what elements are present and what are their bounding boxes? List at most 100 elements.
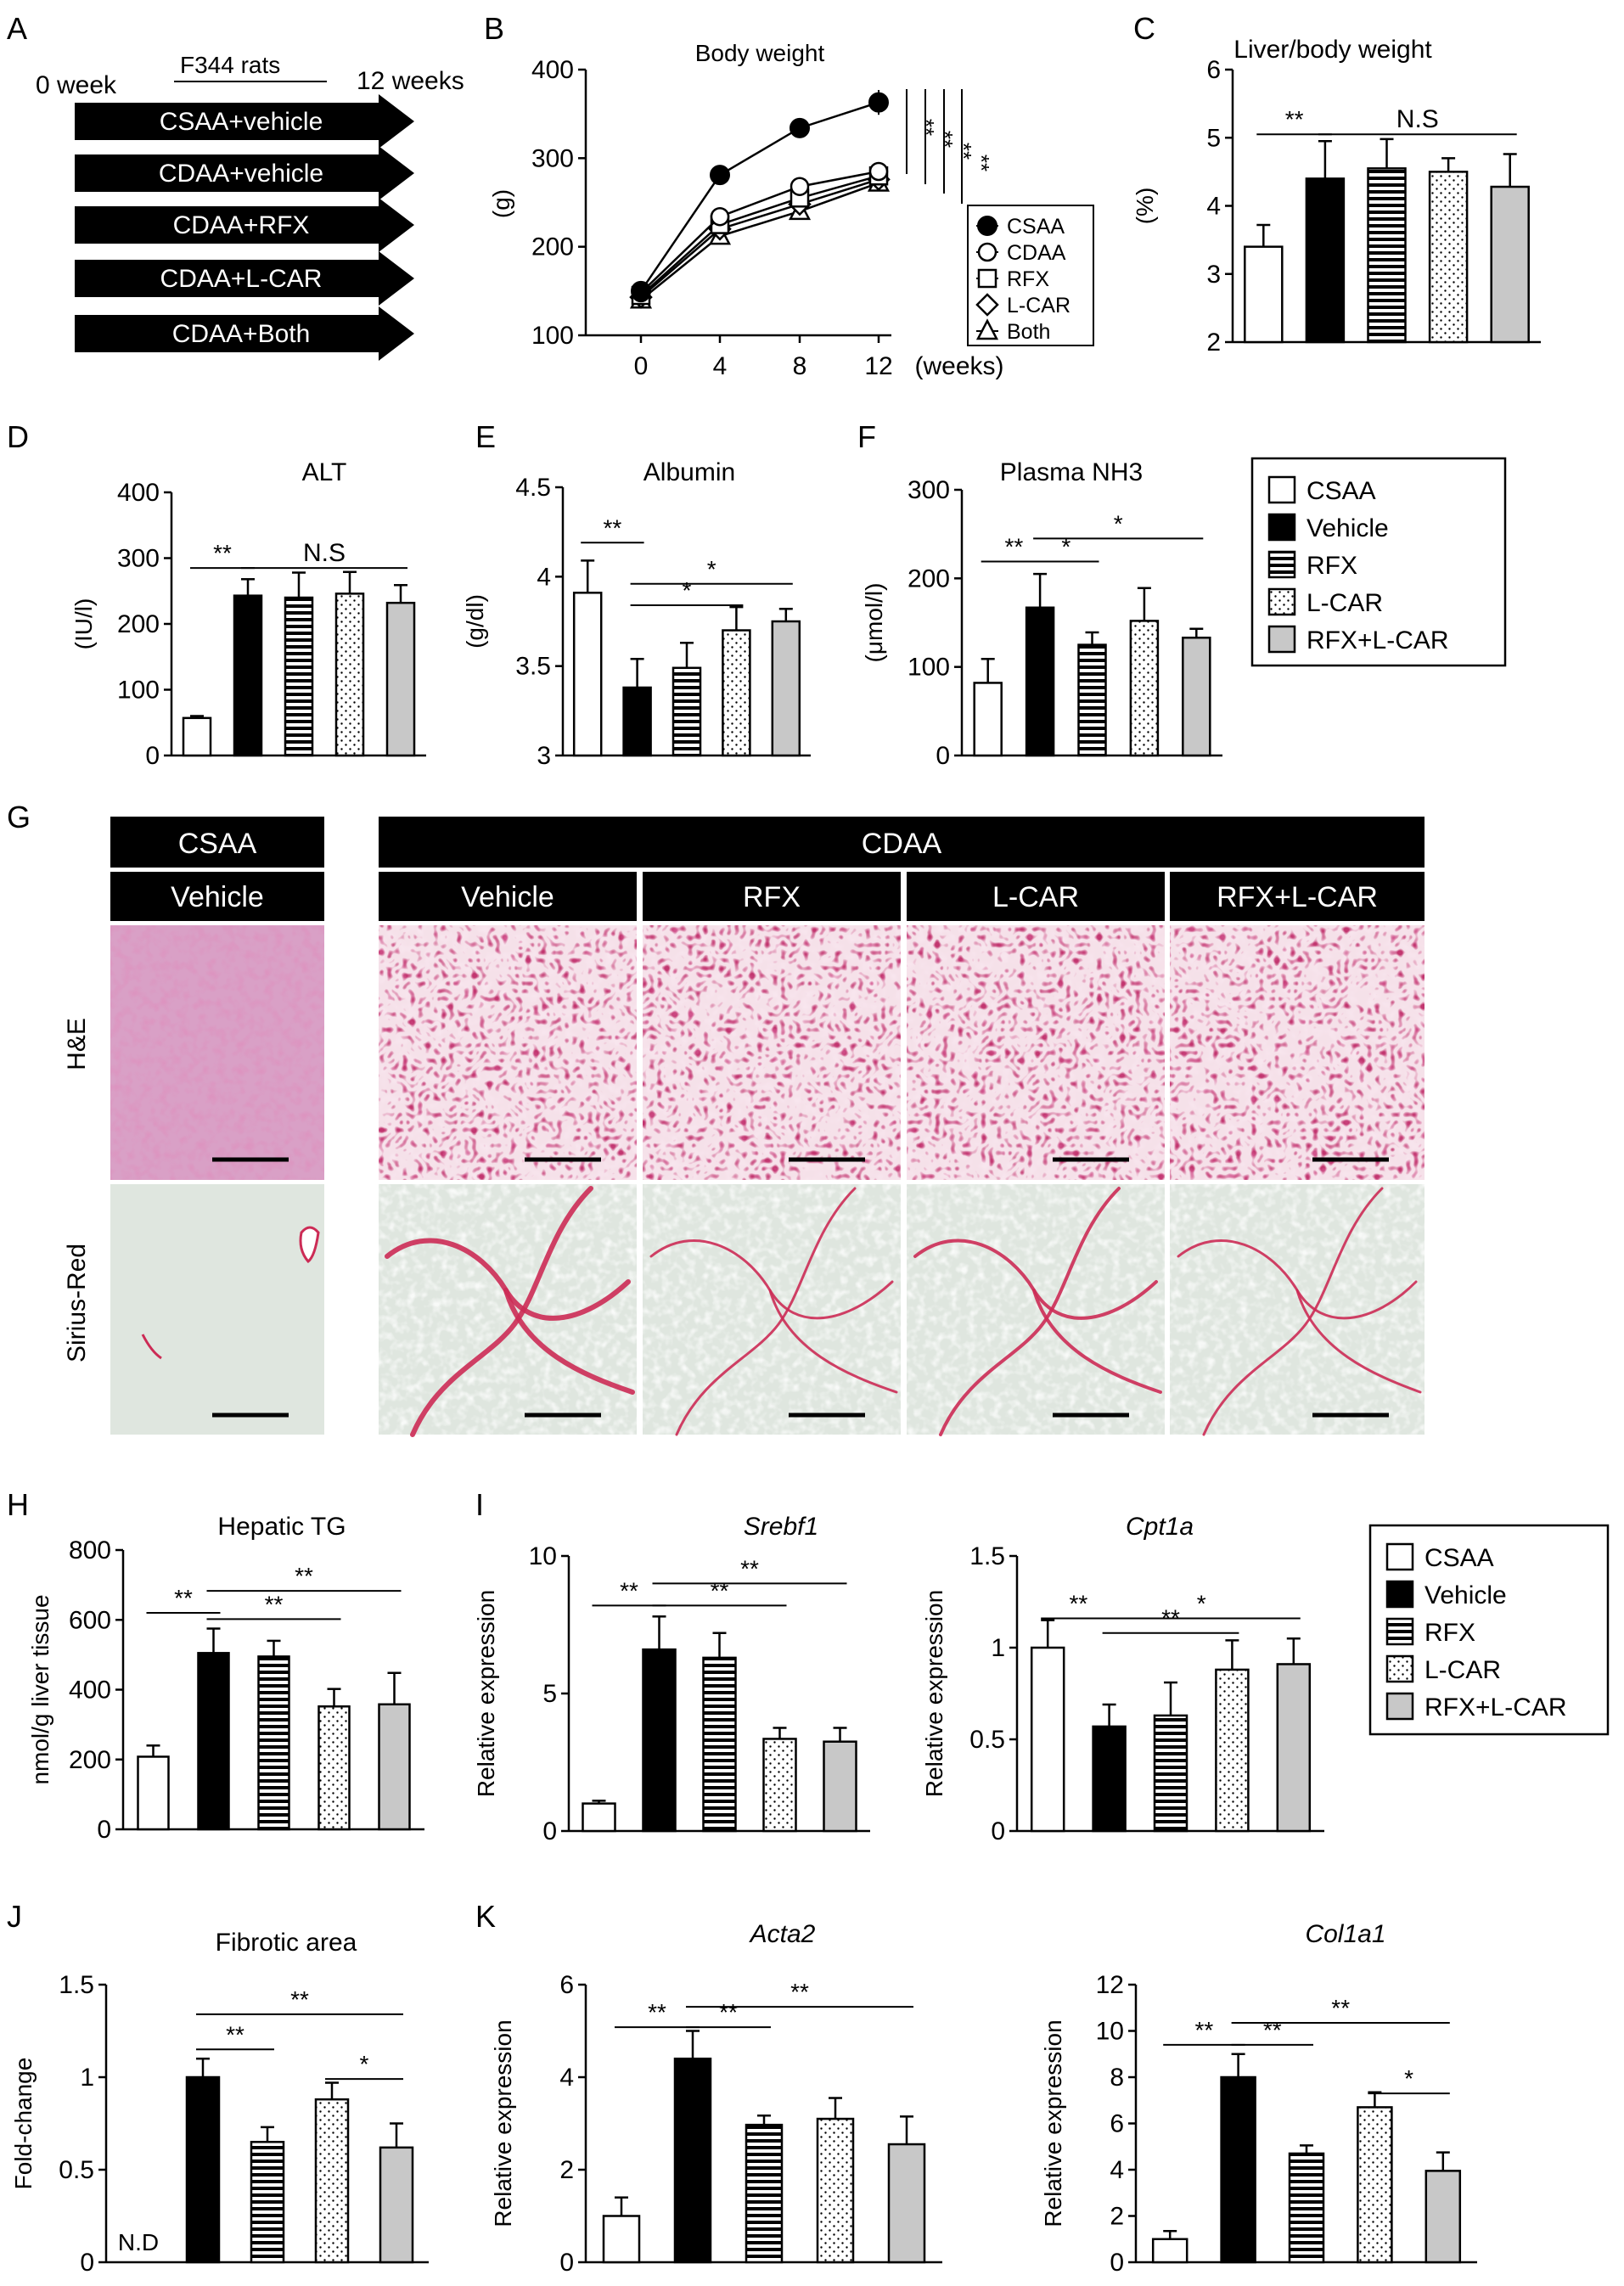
bar-l-car	[722, 629, 751, 757]
column-header-bg	[110, 872, 324, 921]
fibrosis-strand	[675, 1187, 857, 1436]
legend-marker	[977, 242, 997, 262]
legend-label: CDAA	[1007, 241, 1066, 265]
chart-title: Liver/body weight	[1233, 36, 1432, 64]
bar-vehicle	[1092, 1725, 1127, 1833]
row-label-sirius: Sirius-Red	[63, 1244, 91, 1362]
he-fat-droplets	[1170, 925, 1425, 1180]
y-tick-label: 600	[69, 1606, 111, 1634]
column-header: RFX+L-CAR	[1217, 881, 1378, 913]
column-header: Vehicle	[461, 881, 554, 913]
bar-l-car	[762, 1738, 797, 1833]
significance-label: **	[1070, 1590, 1088, 1616]
legend-marker	[977, 216, 997, 236]
header-cdaa: CDAA	[862, 828, 942, 860]
y-tick-label: 2	[1206, 329, 1221, 357]
chart-body-weight: Body weight 100 200 300 400 0 4 8 12 (weeks) (g) **…	[488, 40, 1094, 380]
bar-rfx	[702, 1656, 737, 1833]
panel-letter: E	[475, 419, 496, 454]
y-tick-label: 0	[542, 1817, 557, 1845]
y-axis-label: (IU/l)	[70, 598, 97, 650]
y-tick-label: 0	[1110, 2249, 1124, 2277]
bar-vehicle	[1220, 2075, 1256, 2264]
bar-l-car	[317, 1705, 351, 1831]
significance-label: **	[711, 1577, 729, 1604]
panel-letter: A	[7, 11, 27, 46]
point-csaa	[868, 92, 889, 113]
significance-label: *	[707, 556, 716, 582]
y-tick-label: 0	[559, 2249, 574, 2277]
y-tick-label: 1	[80, 2064, 94, 2092]
series-line-rfx	[640, 174, 879, 296]
sirius-image	[110, 1184, 324, 1435]
x-tick-label: 8	[793, 352, 807, 380]
legend-marker	[975, 318, 999, 340]
legend-top: CSAA Vehicle RFX L-CAR RFX+L-CAR	[1250, 457, 1507, 667]
series-line-l-car	[640, 178, 879, 299]
sirius-texture	[907, 1184, 1165, 1435]
y-tick-label: 0	[936, 742, 950, 770]
group-arrow-label: CDAA+RFX	[173, 211, 310, 239]
significance-label: **	[740, 1555, 759, 1581]
legend-label: Vehicle	[1307, 514, 1389, 542]
legend-label: RFX+L-CAR	[1425, 1693, 1567, 1722]
y-tick-label: 4	[1110, 2156, 1124, 2184]
chart-title: Fibrotic area	[216, 1929, 357, 1957]
fibrosis-strand	[1032, 1289, 1162, 1394]
group-arrow	[75, 306, 414, 361]
column-header-bg	[1170, 872, 1425, 921]
panel-letter: C	[1133, 11, 1155, 46]
y-axis-label: (g)	[488, 189, 514, 218]
bar-rfx	[250, 2141, 285, 2264]
significance-label: **	[1161, 1605, 1180, 1632]
y-tick-label: 200	[117, 610, 160, 638]
y-tick-label: 800	[69, 1536, 111, 1564]
y-tick-label: 300	[531, 144, 574, 172]
sirius-texture	[1170, 1184, 1425, 1435]
start-label: 0 week	[36, 71, 117, 99]
bar-csaa	[602, 2215, 641, 2264]
bar-rfx	[1288, 2152, 1325, 2264]
he-fat-droplets	[379, 925, 637, 1180]
bar-csaa	[582, 1802, 616, 1833]
bar-rfx-l-car	[1425, 2170, 1462, 2264]
column-header-bg	[643, 872, 901, 921]
bar-rfx-l-car	[1276, 1663, 1312, 1833]
legend-swatch	[1267, 475, 1296, 504]
column-header-bg	[379, 872, 637, 921]
y-tick-label: 400	[531, 56, 574, 84]
significance-label: **	[213, 540, 232, 566]
bar-csaa	[1244, 245, 1284, 344]
significance-label: **	[620, 1577, 638, 1604]
y-tick-label: 4.5	[515, 474, 551, 502]
legend-label: RFX	[1007, 267, 1049, 291]
significance-label: **	[951, 143, 976, 160]
legend-swatch	[1385, 1654, 1414, 1683]
bar-l-car	[1428, 171, 1469, 344]
bar-csaa	[182, 716, 212, 757]
y-tick-label: 4	[559, 2064, 574, 2092]
header-csaa: CSAA	[178, 828, 257, 860]
panel-letter: D	[7, 419, 29, 454]
y-tick-label: 6	[1206, 56, 1221, 84]
bar-l-car	[1129, 620, 1160, 757]
y-tick-label: 6	[1110, 2110, 1124, 2138]
significance-label: *	[1404, 2065, 1413, 2092]
y-tick-label: 4	[1206, 193, 1221, 221]
significance-label: **	[265, 1591, 284, 1617]
legend-swatch	[1267, 587, 1296, 616]
y-tick-label: 100	[908, 654, 950, 682]
point-csaa	[631, 280, 651, 301]
bar-vehicle	[642, 1648, 677, 1833]
group-arrow-label: CDAA+L-CAR	[160, 265, 323, 293]
y-tick-label: 2	[1110, 2203, 1124, 2231]
bar-vehicle	[1305, 177, 1346, 344]
chart-hepatic-tg: Hepatic TG 0 200 400 600 800 nmol/g liver tiss…	[27, 1513, 424, 1844]
y-tick-label: 2	[559, 2156, 574, 2184]
legend-label: L-CAR	[1007, 294, 1070, 317]
y-tick-label: 1	[991, 1634, 1005, 1662]
bar-vehicle	[233, 594, 263, 757]
bar-rfx-l-car	[379, 2146, 414, 2264]
significance-label: **	[719, 1999, 738, 2025]
